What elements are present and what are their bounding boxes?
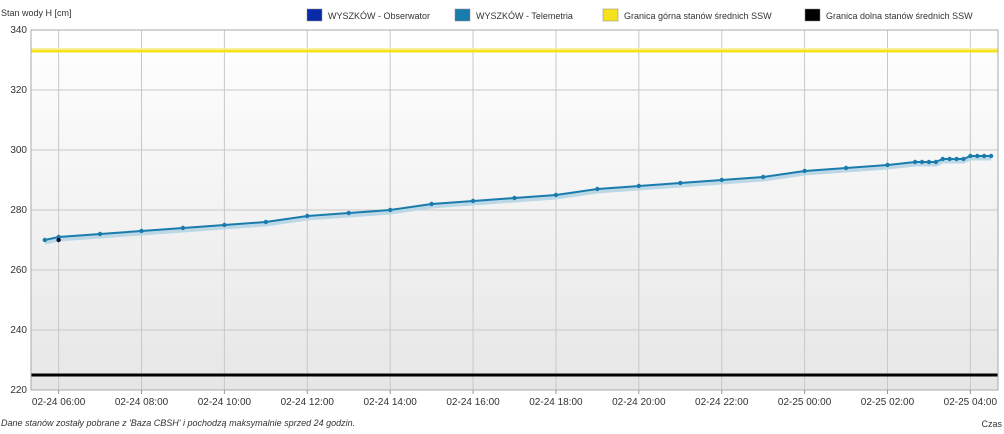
telemetry-point <box>678 180 683 186</box>
y-tick-label: 280 <box>10 205 27 216</box>
x-tick-label: 02-24 18:00 <box>529 397 583 408</box>
telemetry-point <box>912 159 918 165</box>
x-tick-label: 02-24 22:00 <box>695 397 749 408</box>
x-tick-label: 02-25 04:00 <box>944 397 998 408</box>
telemetry-point <box>802 168 807 174</box>
x-tick-label: 02-24 08:00 <box>115 397 169 408</box>
telemetry-point <box>595 186 600 192</box>
telemetry-point <box>885 162 890 168</box>
telemetry-line-shadow <box>44 155 992 245</box>
legend-label: Granica dolna stanów średnich SSW <box>826 11 973 21</box>
telemetry-point <box>222 222 227 228</box>
telemetry-point <box>97 231 103 237</box>
y-tick-label: 220 <box>10 385 27 396</box>
telemetry-point <box>553 192 559 198</box>
legend-swatch <box>454 8 471 22</box>
telemetry-point <box>968 153 973 159</box>
observer-point <box>56 237 61 243</box>
y-tick-label: 320 <box>10 85 27 96</box>
x-axis: 02-24 06:00 02-24 08:00 02-24 10:00 02-24 1… <box>32 390 998 408</box>
telemetry-point <box>981 153 987 159</box>
legend-swatch <box>306 8 323 22</box>
telemetry-line <box>44 155 992 241</box>
telemetry-point <box>940 156 945 162</box>
series-layer <box>42 153 994 245</box>
telemetry-point <box>346 210 351 216</box>
legend-label: WYSZKÓW - Telemetria <box>476 11 573 21</box>
legend-label: WYSZKÓW - Obserwator <box>328 11 430 21</box>
telemetry-point <box>263 219 269 225</box>
telemetry-point <box>305 213 310 219</box>
telemetry-point <box>961 156 966 162</box>
telemetry-point <box>947 156 952 162</box>
y-tick-label: 240 <box>10 325 27 336</box>
telemetry-point <box>988 153 994 159</box>
legend-swatch <box>602 8 619 22</box>
data-source-footnote: Dane stanów zostały pobrane z 'Baza CBSH… <box>1 418 356 428</box>
x-tick-label: 02-24 12:00 <box>281 397 335 408</box>
legend: WYSZKÓW - Obserwator WYSZKÓW - Telemetria… <box>306 8 973 22</box>
x-tick-label: 02-24 20:00 <box>612 397 666 408</box>
legend-swatch <box>804 8 821 22</box>
x-tick-label: 02-24 16:00 <box>446 397 500 408</box>
telemetry-point <box>387 207 393 213</box>
y-tick-label: 340 <box>10 25 27 36</box>
telemetry-point <box>470 198 476 204</box>
telemetry-point <box>954 156 959 162</box>
y-tick-label: 300 <box>10 145 27 156</box>
telemetry-point <box>933 159 939 165</box>
plot-border <box>30 29 999 391</box>
x-tick-label: 02-24 10:00 <box>198 397 252 408</box>
x-tick-label: 02-25 00:00 <box>778 397 832 408</box>
x-tick-label: 02-24 14:00 <box>363 397 417 408</box>
telemetry-point <box>975 153 980 159</box>
telemetry-point <box>926 159 932 165</box>
telemetry-point <box>429 201 434 207</box>
telemetry-point <box>760 174 766 180</box>
telemetry-point <box>719 177 724 183</box>
telemetry-point <box>139 228 144 234</box>
x-axis-label: Czas <box>981 419 1002 429</box>
grid <box>31 29 998 391</box>
telemetry-point <box>843 165 849 171</box>
x-tick-label: 02-24 06:00 <box>32 397 86 408</box>
telemetry-point <box>180 225 186 231</box>
y-axis-label: Stan wody H [cm] <box>1 8 72 18</box>
telemetry-point <box>512 195 517 201</box>
x-tick-label: 02-25 02:00 <box>861 397 915 408</box>
telemetry-point <box>636 183 642 189</box>
y-tick-label: 260 <box>10 265 27 276</box>
reference-lines <box>31 48 998 377</box>
telemetry-point <box>919 159 925 165</box>
telemetry-point <box>42 237 48 243</box>
legend-label: Granica górna stanów średnich SSW <box>624 11 772 21</box>
y-axis: 220 240 260 280 300 320 340 <box>10 25 27 396</box>
